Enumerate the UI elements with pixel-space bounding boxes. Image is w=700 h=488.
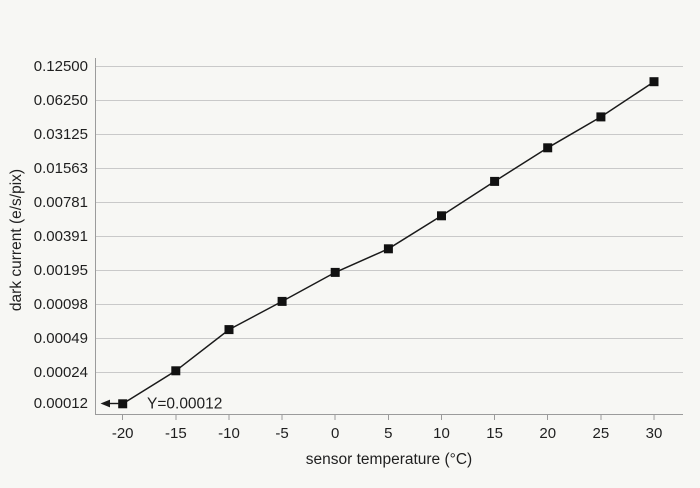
y-tick-label: 0.00781 [34, 194, 88, 211]
data-point-marker [224, 325, 234, 335]
x-axis-ticks [122, 415, 655, 420]
data-point-marker [490, 176, 500, 186]
y-tick-label: 0.06250 [34, 92, 88, 109]
y-tick-label: 0.00195 [34, 262, 88, 279]
y-tick-label: 0.01563 [34, 160, 88, 177]
x-tick-label: 30 [646, 425, 663, 442]
x-tick-label: 0 [331, 425, 339, 442]
x-tick-label: 25 [593, 425, 610, 442]
x-axis-title: sensor temperature (°C) [306, 451, 472, 468]
y-axis-title: dark current (e/s/pix) [8, 169, 25, 311]
data-point-marker [330, 267, 340, 277]
data-point-marker [437, 211, 446, 221]
x-tick-label: 20 [539, 425, 556, 442]
data-point-marker [277, 296, 287, 306]
y-tick-label: 0.03125 [34, 126, 88, 143]
annotation-label: Y=0.00012 [147, 396, 222, 413]
x-axis-tick-labels: -20 -15 -10 -5 0 5 10 15 20 25 30 [112, 425, 662, 442]
y-tick-label: 0.00098 [34, 296, 88, 313]
x-tick-label: 10 [433, 425, 450, 442]
x-tick-label: -10 [218, 425, 240, 442]
y-tick-label: 0.00012 [34, 395, 88, 412]
annotation: Y=0.00012 [100, 396, 222, 413]
x-tick-label: 15 [486, 425, 503, 442]
y-axis-tick-labels: 0.12500 0.06250 0.03125 0.01563 0.00781 0.003… [34, 58, 88, 412]
data-point-marker [118, 399, 128, 409]
data-point-marker [543, 143, 553, 153]
y-tick-label: 0.00024 [34, 364, 88, 381]
y-tick-label: 0.12500 [34, 58, 88, 75]
series-line [122, 81, 655, 405]
x-tick-label: -15 [165, 425, 187, 442]
x-tick-label: -20 [112, 425, 134, 442]
annotation-arrow-head-icon [100, 399, 110, 408]
data-point-marker [383, 244, 393, 254]
y-tick-label: 0.00049 [34, 330, 88, 347]
data-point-marker [596, 112, 606, 122]
y-tick-label: 0.00391 [34, 228, 88, 245]
x-tick-label: 5 [384, 425, 392, 442]
gridlines [95, 66, 683, 373]
data-point-marker [171, 366, 181, 376]
data-point-marker [649, 77, 659, 87]
data-series [118, 77, 659, 409]
x-tick-label: -5 [275, 425, 288, 442]
